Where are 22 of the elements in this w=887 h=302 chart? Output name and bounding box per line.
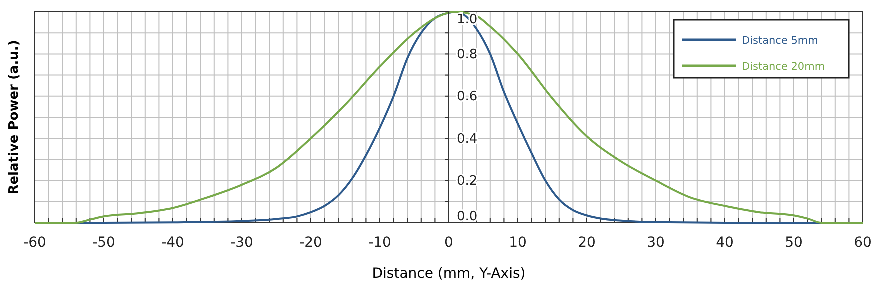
x-tick-label: -50 [92,234,116,251]
x-tick-label: 0 [444,234,454,251]
text: Distance 5mm [742,35,818,47]
y-tick-label: 0.8 [457,47,478,62]
y-tick-label: 0.0 [457,209,478,224]
y-axis-title: Relative Power (a.u.) [7,40,22,195]
y-tick-label: 0.6 [457,90,478,105]
text: Distance 20mm [742,61,826,73]
x-tick-label: 60 [854,234,872,251]
x-tick-label: -60 [24,234,46,251]
x-tick-label: 30 [647,234,665,251]
x-axis-title: Distance (mm, Y-Axis) [372,266,526,282]
x-tick-label: 10 [509,234,527,251]
x-tick-label: -10 [368,234,392,251]
x-tick-label: -40 [162,234,184,251]
x-tick-label: 20 [578,234,596,251]
x-tick-label: -20 [300,234,322,251]
y-tick-label: 0.2 [457,174,478,189]
x-tick-label: -30 [230,234,254,251]
x-tick-label: 50 [785,234,803,251]
y-tick-label: 0.4 [457,132,478,147]
x-tick-label: 40 [716,234,734,251]
